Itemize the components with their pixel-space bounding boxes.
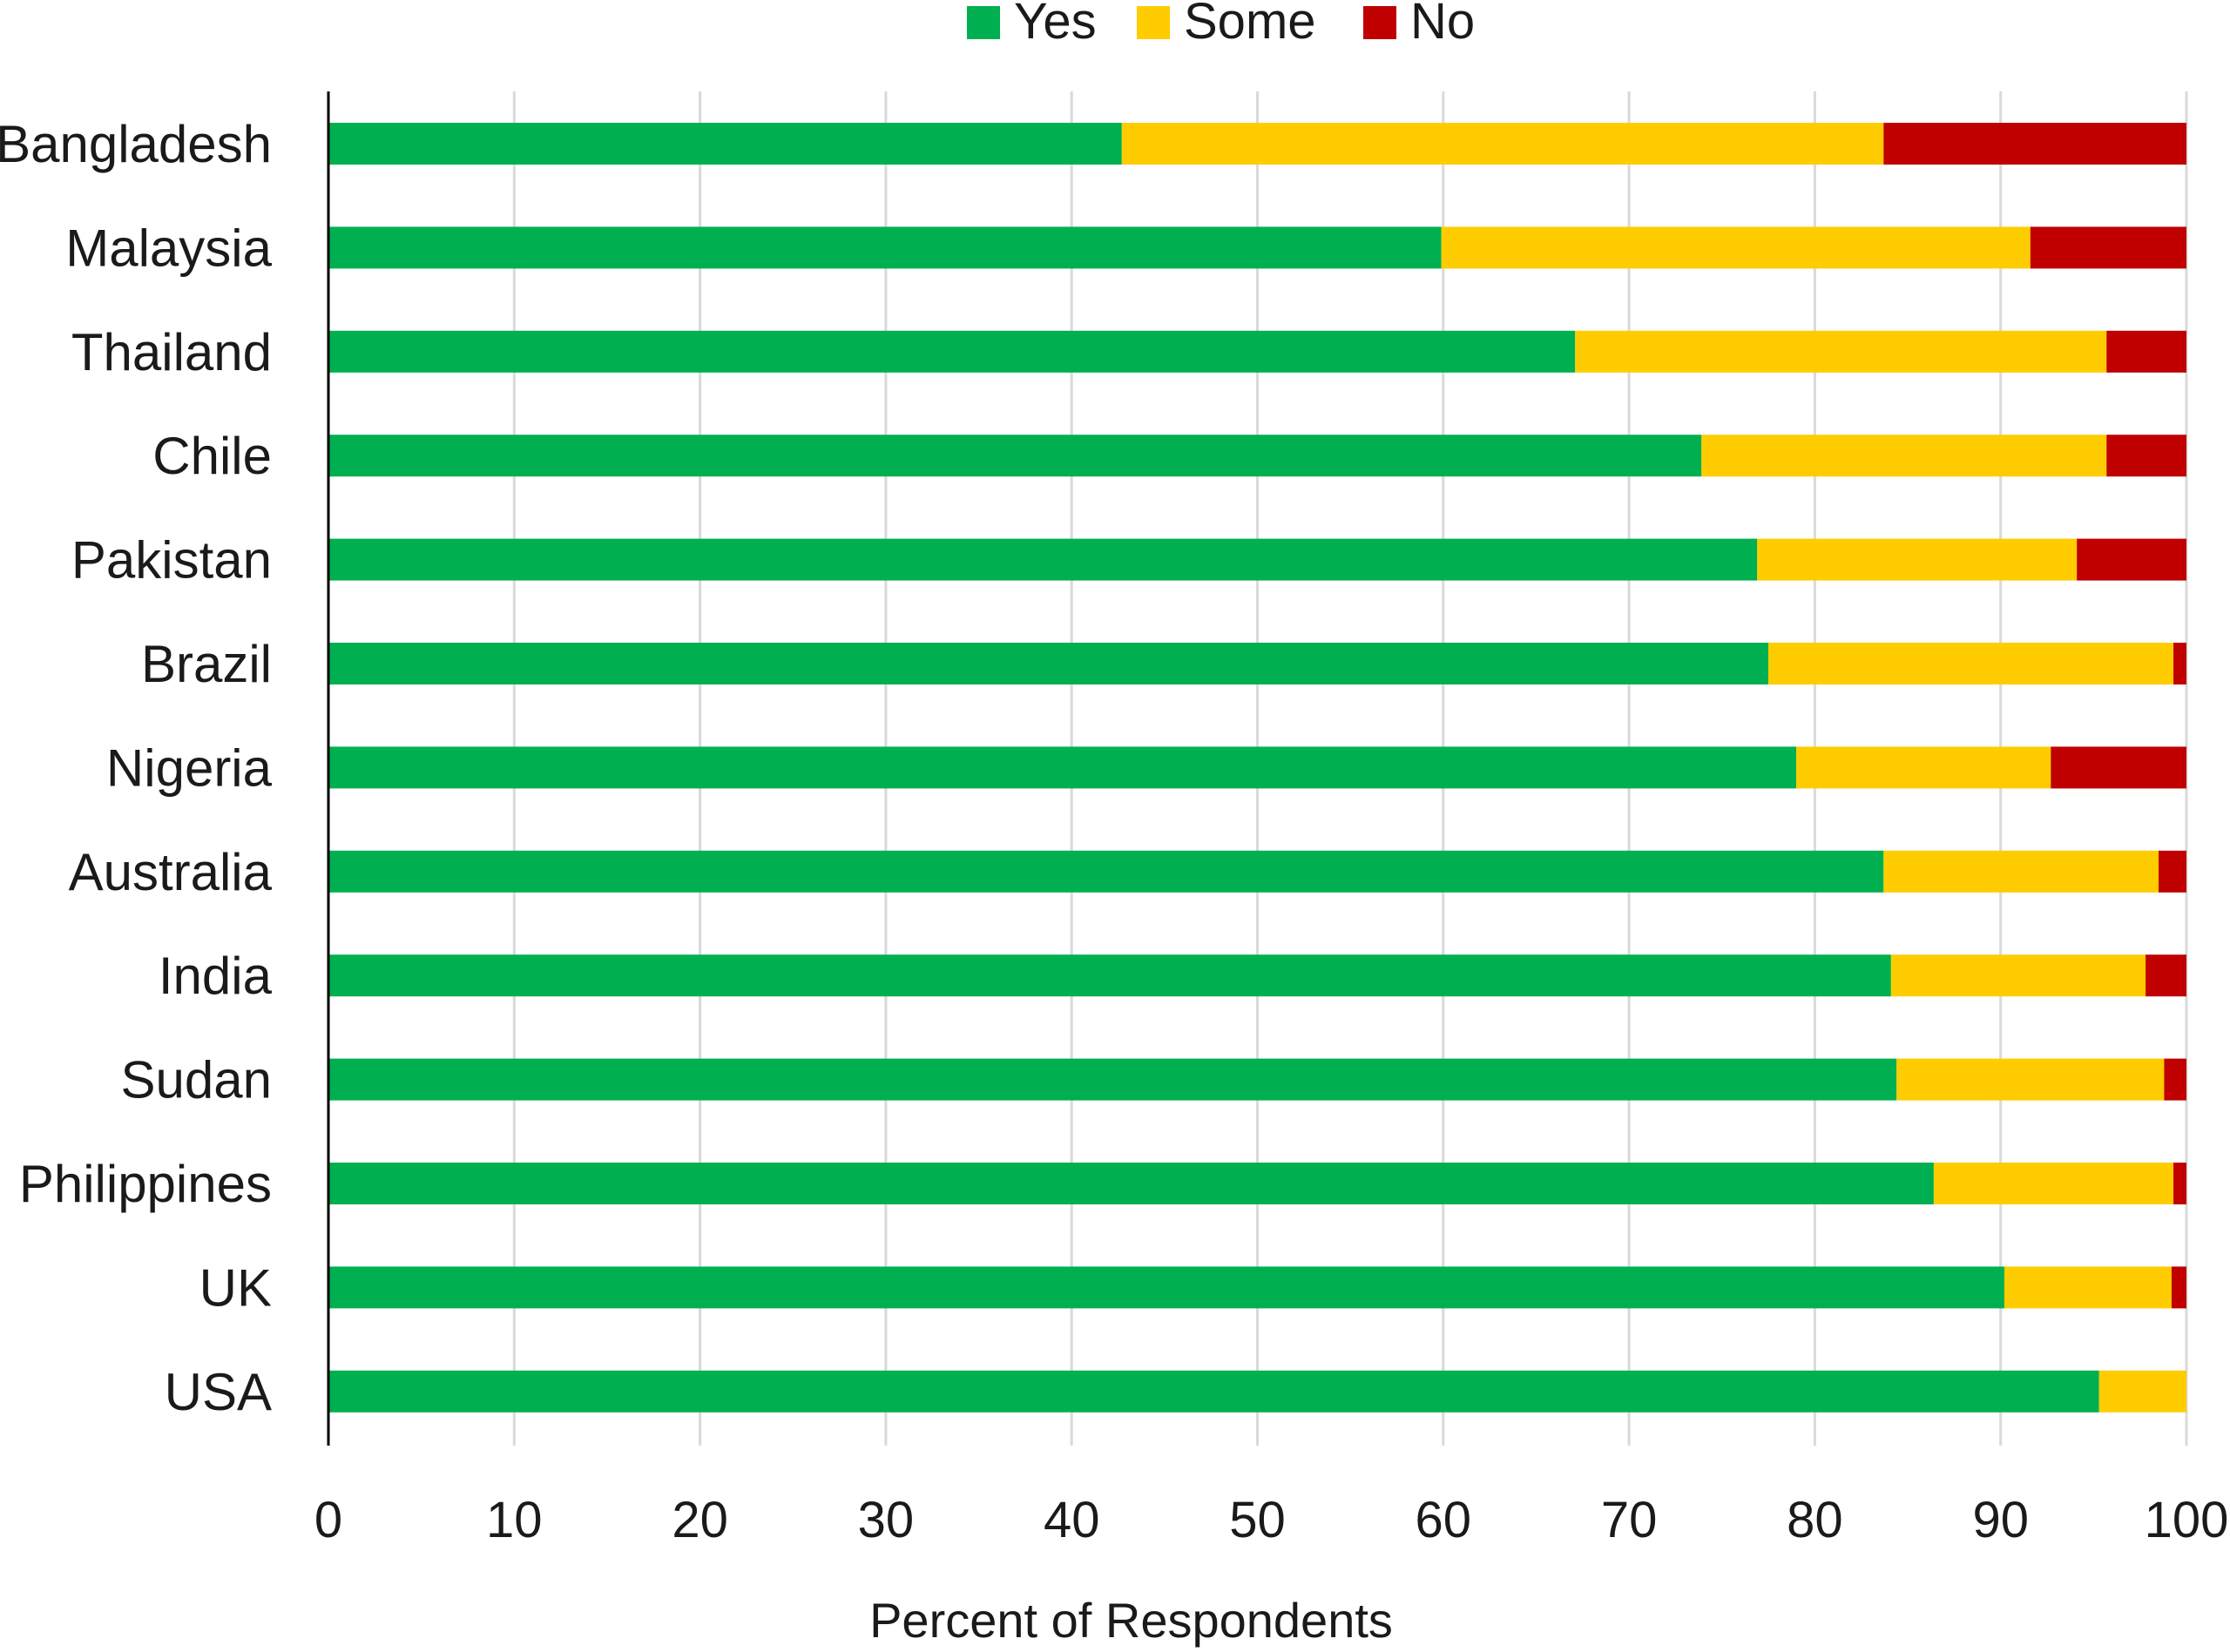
category-labels: Bangladesh Malaysia Thailand Chile Pakistan B… — [0, 115, 273, 1421]
category-label-pakistan: Pakistan — [71, 531, 272, 590]
bar-bangladesh-some — [1121, 123, 1884, 165]
bar-thailand-yes — [328, 330, 1576, 373]
bar-australia-some — [1883, 850, 2159, 893]
bar-uk-yes — [328, 1266, 2004, 1309]
category-label-usa: USA — [165, 1363, 272, 1421]
bar-philippines-no — [2173, 1163, 2186, 1204]
bar-bangladesh-no — [1883, 123, 2186, 165]
x-tick-labels: 0 10 20 30 40 50 60 70 80 90 100 — [314, 1492, 2229, 1548]
category-label-sudan: Sudan — [121, 1051, 273, 1109]
bar-australia-no — [2159, 850, 2186, 893]
bar-india-yes — [328, 954, 1891, 997]
bar-thailand-no — [2106, 330, 2186, 373]
legend-label-yes: Yes — [1014, 0, 1097, 50]
bar-pakistan-no — [2077, 538, 2186, 581]
bar-sudan-some — [1896, 1058, 2165, 1101]
category-label-nigeria: Nigeria — [106, 738, 273, 797]
bar-sudan-yes — [328, 1058, 1897, 1101]
bar-uk-some — [2004, 1266, 2172, 1309]
x-tick-label-60: 60 — [1416, 1492, 1472, 1548]
x-tick-label-10: 10 — [486, 1492, 543, 1548]
bars — [328, 123, 2186, 1413]
bar-sudan-no — [2164, 1058, 2186, 1101]
x-tick-label-40: 40 — [1044, 1492, 1100, 1548]
bar-uk-no — [2171, 1266, 2186, 1309]
bar-chile-yes — [328, 435, 1702, 477]
x-axis-title: Percent of Respondents — [869, 1593, 1393, 1648]
legend-label-some: Some — [1184, 0, 1316, 50]
bar-philippines-some — [1933, 1163, 2174, 1204]
legend-swatch-yes — [967, 6, 1000, 39]
bar-india-no — [2146, 954, 2186, 997]
category-label-bangladesh: Bangladesh — [0, 115, 272, 173]
bar-malaysia-some — [1441, 226, 2031, 269]
x-tick-label-70: 70 — [1601, 1492, 1658, 1548]
bar-chile-some — [1701, 435, 2107, 477]
category-label-malaysia: Malaysia — [65, 219, 272, 277]
bar-brazil-no — [2173, 643, 2186, 684]
bar-philippines-yes — [328, 1163, 1934, 1204]
category-label-india: India — [159, 947, 273, 1005]
bar-bangladesh-yes — [328, 123, 1122, 165]
x-tick-label-20: 20 — [672, 1492, 728, 1548]
legend-swatch-no — [1363, 6, 1396, 39]
x-tick-label-30: 30 — [858, 1492, 915, 1548]
x-tick-label-50: 50 — [1229, 1492, 1286, 1548]
bar-pakistan-some — [1757, 538, 2078, 581]
bar-malaysia-no — [2030, 226, 2186, 269]
bar-usa-yes — [328, 1370, 2099, 1413]
bar-nigeria-no — [2051, 746, 2186, 789]
bar-nigeria-some — [1796, 746, 2051, 789]
bar-brazil-yes — [328, 643, 1769, 684]
x-tick-label-100: 100 — [2145, 1492, 2229, 1548]
legend: Yes Some No — [967, 0, 1475, 50]
bar-australia-yes — [328, 850, 1884, 893]
bar-pakistan-yes — [328, 538, 1758, 581]
category-label-chile: Chile — [152, 427, 272, 485]
category-label-philippines: Philippines — [19, 1155, 272, 1213]
bar-malaysia-yes — [328, 226, 1442, 269]
category-label-australia: Australia — [69, 843, 273, 901]
bar-usa-some — [2098, 1370, 2186, 1413]
category-label-uk: UK — [199, 1258, 272, 1317]
bar-nigeria-yes — [328, 746, 1797, 789]
bar-brazil-some — [1768, 643, 2174, 684]
legend-label-no: No — [1410, 0, 1475, 50]
x-tick-label-0: 0 — [314, 1492, 342, 1548]
category-label-brazil: Brazil — [141, 635, 272, 693]
bar-chile-no — [2106, 435, 2186, 477]
x-tick-label-80: 80 — [1787, 1492, 1843, 1548]
category-label-thailand: Thailand — [71, 323, 272, 381]
bar-thailand-some — [1575, 330, 2107, 373]
x-tick-label-90: 90 — [1972, 1492, 2029, 1548]
bar-india-some — [1890, 954, 2146, 997]
legend-swatch-some — [1137, 6, 1170, 39]
